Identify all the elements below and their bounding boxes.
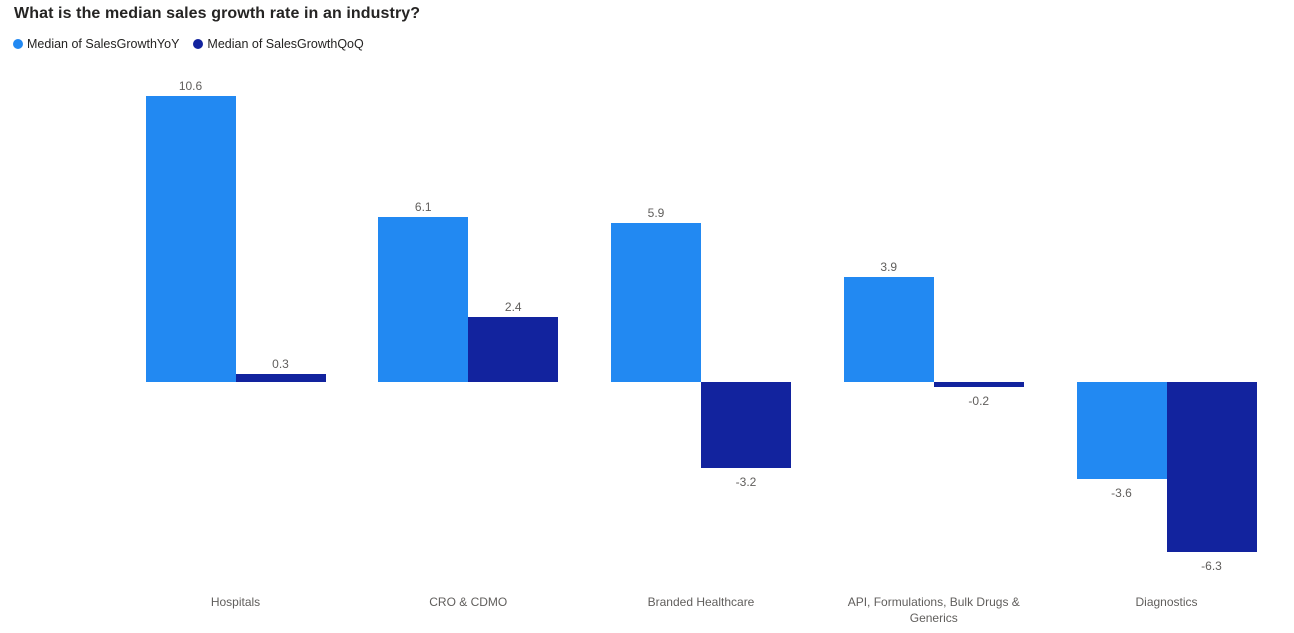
legend: Median of SalesGrowthYoY Median of Sales… (13, 37, 378, 51)
bar-median-of-salesgrowthyoy-hospitals[interactable] (145, 95, 236, 382)
bar-value-label: 6.1 (414, 200, 432, 215)
legend-label-yoy: Median of SalesGrowthYoY (27, 37, 180, 51)
legend-label-qoq: Median of SalesGrowthQoQ (207, 37, 364, 51)
bar-median-of-salesgrowthyoy-diagnostics[interactable] (1076, 382, 1167, 480)
bar-median-of-salesgrowthqoq-branded-healthcare[interactable] (701, 382, 791, 469)
chart-title: What is the median sales growth rate in … (14, 5, 421, 22)
bar-value-label: -3.6 (1111, 486, 1132, 501)
legend-item-salesgrowthqoq[interactable]: Median of SalesGrowthQoQ (193, 37, 364, 51)
bar-value-label: 2.4 (504, 300, 522, 315)
bar-value-label: -0.2 (968, 394, 990, 409)
bar-value-label: -3.2 (735, 475, 757, 490)
legend-marker-yoy-icon (13, 39, 23, 49)
category-label-branded-healthcare: Branded Healthcare (647, 595, 755, 609)
category-label-hospitals: Hospitals (210, 595, 261, 609)
bar-value-label: 10.6 (178, 78, 203, 93)
bar-median-of-salesgrowthqoq-cro-cdmo[interactable] (468, 317, 559, 382)
category-label-cro-cdmo: CRO & CDMO (429, 595, 508, 609)
bar-median-of-salesgrowthqoq-api-formulations-bulk-drugs-generics[interactable] (933, 382, 1024, 388)
bar-median-of-salesgrowthyoy-cro-cdmo[interactable] (378, 217, 469, 382)
bar-value-label: -6.3 (1201, 559, 1222, 574)
bar-value-label: 3.9 (880, 259, 898, 274)
bar-value-label: 0.3 (272, 356, 289, 371)
category-label-diagnostics: Diagnostics (1135, 595, 1198, 609)
bar-median-of-salesgrowthyoy-api-formulations-bulk-drugs-generics[interactable] (843, 276, 934, 382)
legend-marker-qoq-icon (193, 39, 204, 49)
bar-median-of-salesgrowthqoq-hospitals[interactable] (235, 373, 326, 382)
category-label-api-formulations-bulk-drugs-generics: API, Formulations, Bulk Drugs & Generics (847, 595, 1020, 625)
bar-value-label: 5.9 (647, 205, 665, 220)
bar-median-of-salesgrowthqoq-diagnostics[interactable] (1166, 382, 1257, 553)
legend-item-salesgrowthyoy[interactable]: Median of SalesGrowthYoY (13, 37, 179, 51)
bar-median-of-salesgrowthyoy-branded-healthcare[interactable] (611, 222, 701, 382)
